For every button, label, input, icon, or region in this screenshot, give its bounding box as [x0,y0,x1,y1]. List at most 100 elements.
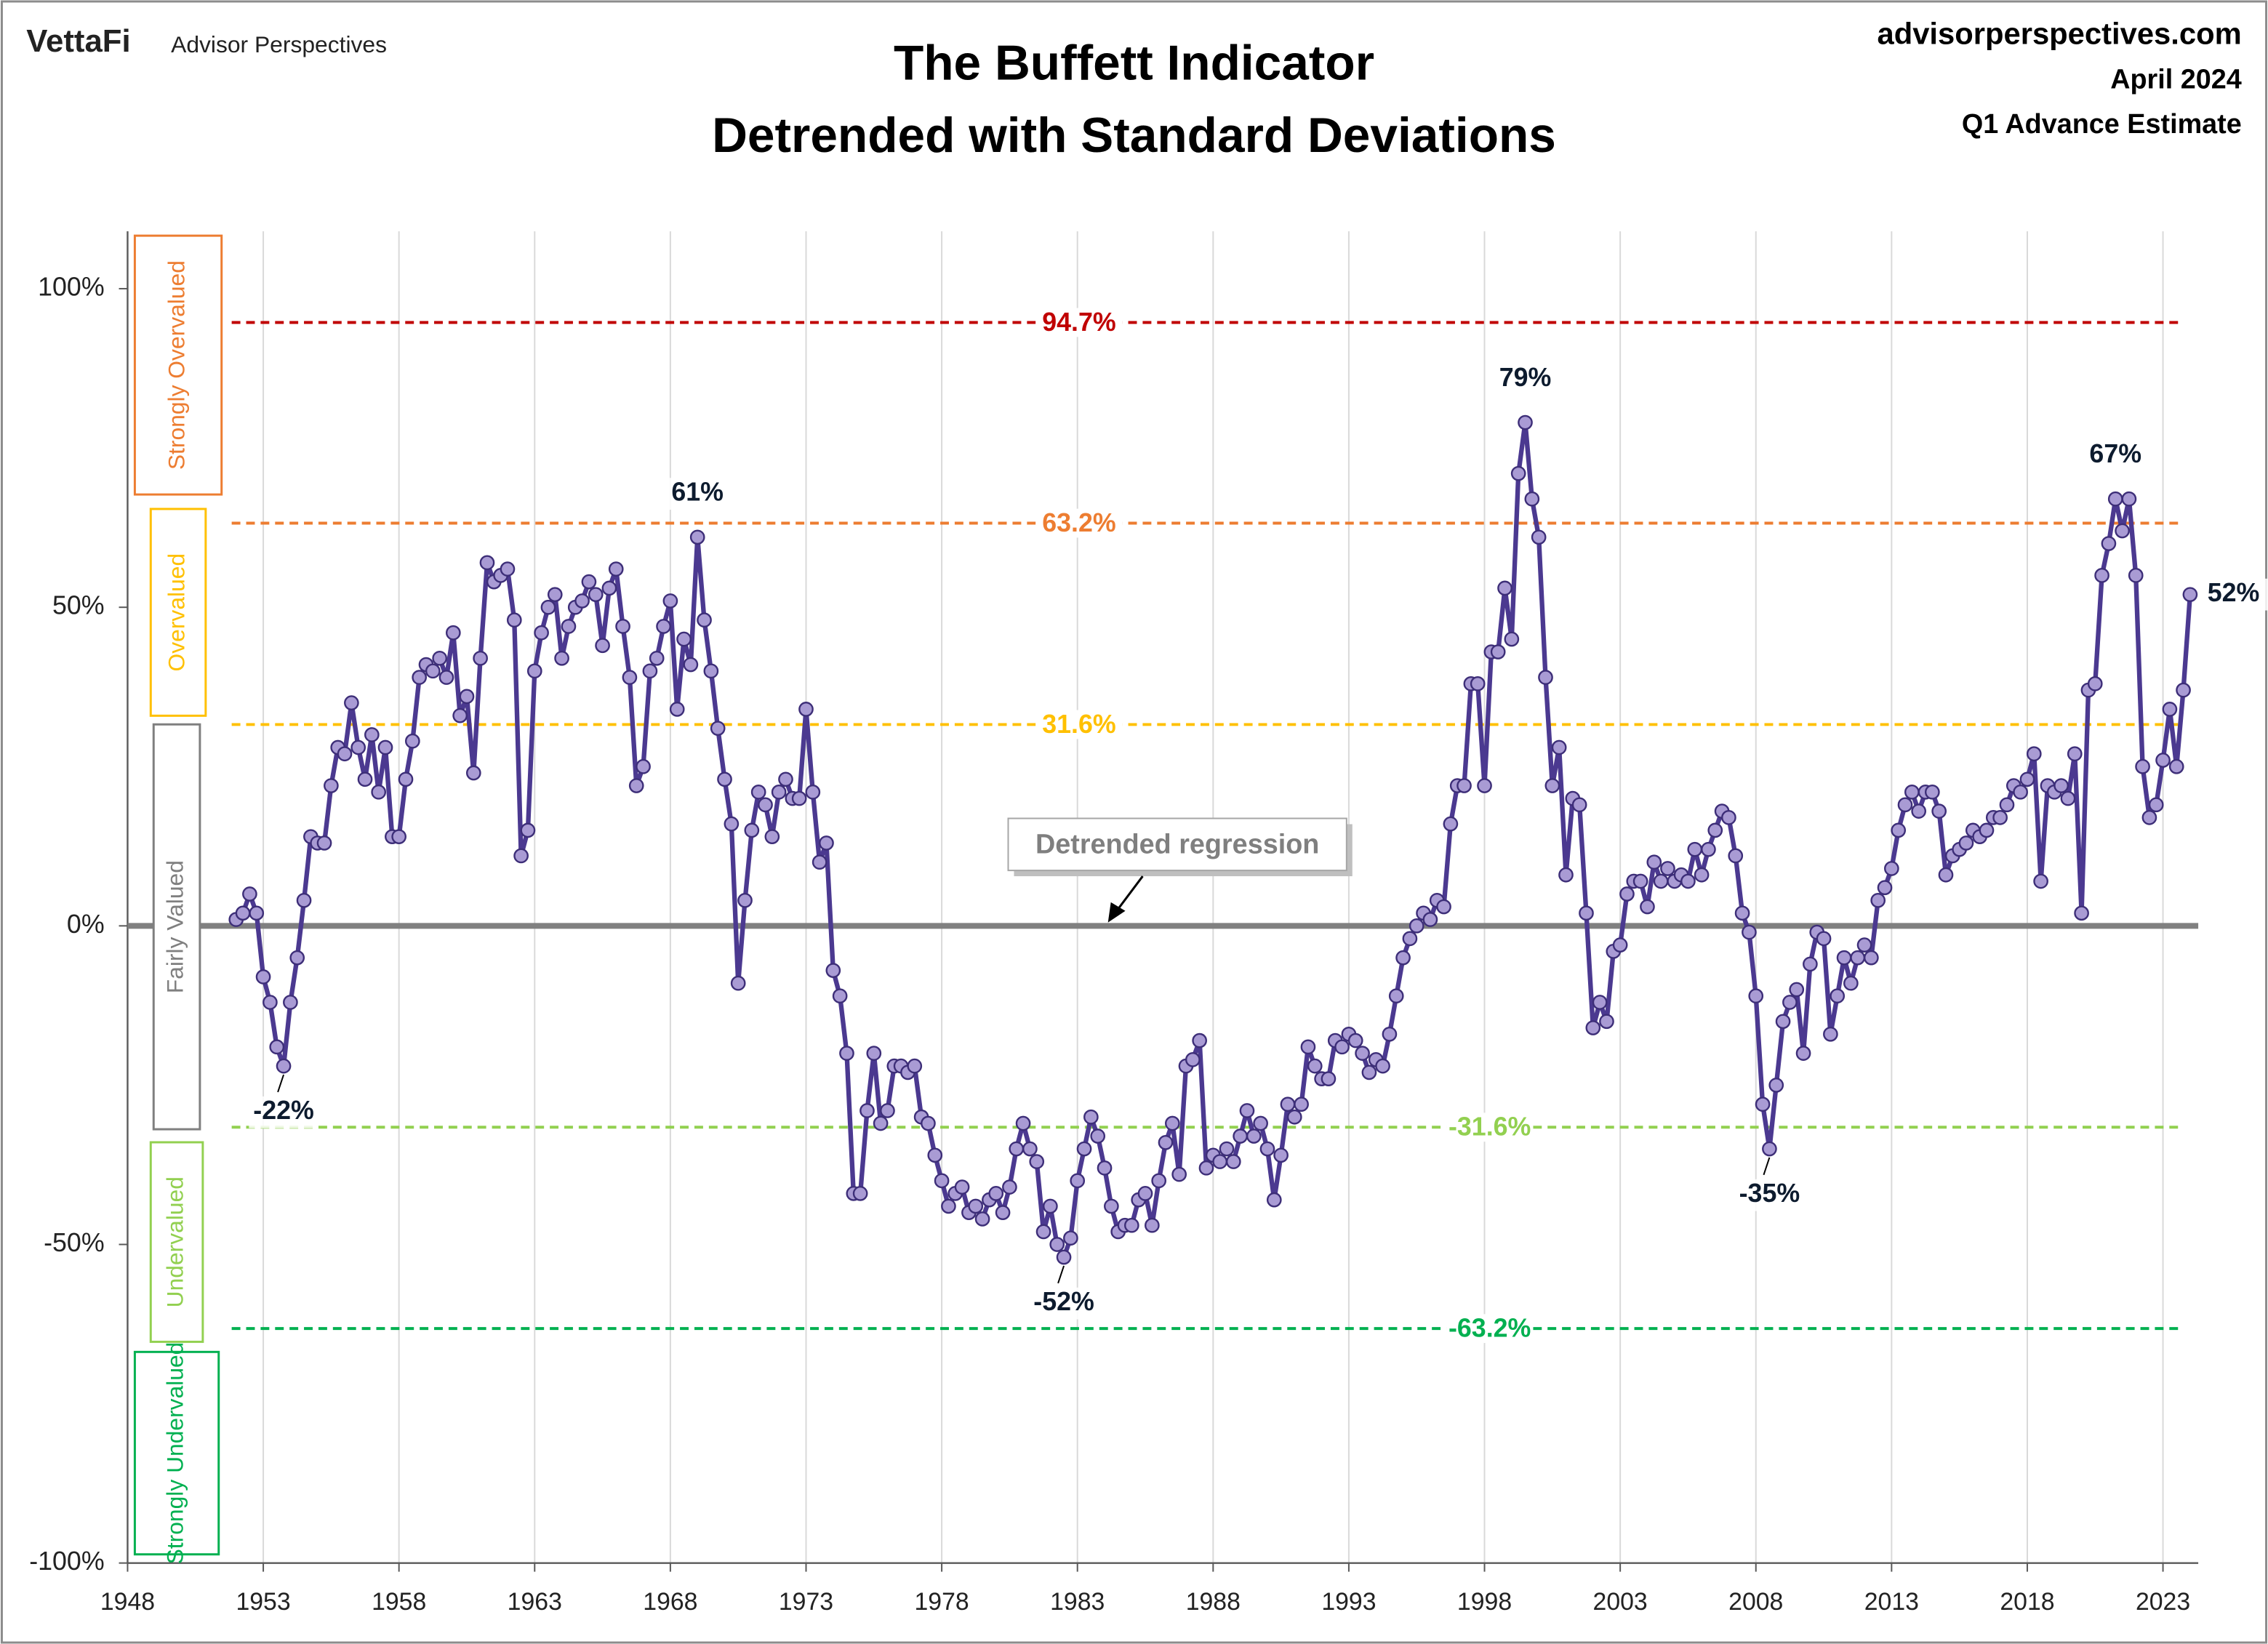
data-point [412,670,428,685]
data-point [1029,1154,1045,1169]
data-point [235,905,251,921]
reference-label-bg [1035,308,1123,337]
data-point [255,969,271,985]
data-point [1680,873,1696,889]
data-point [907,1058,923,1074]
data-point [540,599,556,615]
data-point [669,702,685,717]
data-point [1388,988,1404,1004]
reference-label: 63.2% [1042,508,1115,537]
data-point [1382,1026,1398,1042]
data-point [866,1046,882,1061]
data-point [344,695,359,710]
data-point [1334,1039,1350,1055]
zone-label: Strongly Undervalued [161,1342,188,1565]
data-point [1612,937,1628,953]
reference-label: -63.2% [1448,1314,1531,1343]
annotation: 52% [2208,578,2260,607]
data-point [683,657,699,673]
x-tick-label: 1978 [915,1588,969,1616]
x-tick-label: 2013 [1864,1588,1919,1616]
data-point [1524,491,1540,507]
data-point [506,612,522,628]
data-point [1632,873,1648,889]
data-point [1850,950,1866,966]
data-point [730,975,746,991]
data-point [324,778,339,793]
data-point [1721,810,1736,825]
data-point [750,784,766,800]
reference-label-bg [1446,1314,1534,1344]
data-point [2067,746,2083,762]
callout-box [1007,817,1347,872]
data-point [1185,1052,1201,1067]
data-point [1246,1128,1262,1144]
date: April 2024 [2110,64,2242,95]
data-point [1497,580,1512,596]
data-point [1992,810,2008,825]
x-tick-label: 2023 [2136,1588,2190,1616]
zone-box [149,508,207,717]
data-point [1002,1179,1017,1195]
data-point [1070,1173,1086,1189]
data-point [1571,797,1587,813]
data-point [1402,931,1418,947]
data-point [859,1103,875,1118]
data-point [1728,848,1744,864]
data-point [1470,676,1486,691]
data-point [697,612,712,628]
data-point [778,771,793,787]
data-point [2115,523,2130,539]
data-point [1768,1078,1784,1093]
data-point [581,574,597,590]
data-point [2128,568,2144,583]
data-point [2087,676,2103,691]
data-point [2033,873,2048,889]
data-point [1897,797,1913,813]
annotation: 67% [2089,439,2141,468]
reference-label: -31.6% [1448,1112,1531,1142]
data-point [717,771,732,787]
data-point [1266,1192,1282,1208]
data-point [1436,899,1451,915]
data-point [662,593,678,609]
data-point [1782,995,1798,1010]
data-point [880,1103,895,1118]
annotation-bg [2080,439,2150,472]
data-point [1938,867,1954,883]
data-point [479,555,495,571]
data-point [526,663,542,679]
data-point [1518,414,1533,430]
y-tick-label: -100% [29,1547,104,1576]
data-point [1734,905,1750,921]
data-point [601,580,617,596]
data-point [276,1058,292,1074]
data-point [921,1115,936,1131]
y-tick-label: 100% [38,272,105,301]
data-point [974,1211,990,1227]
data-point [710,721,726,737]
reference-label-bg [1035,710,1123,739]
data-point [1355,1046,1370,1061]
data-point [1687,841,1703,857]
data-point [1762,1141,1777,1157]
data-point [1164,1115,1180,1131]
data-point [1015,1115,1031,1131]
data-point [1076,1141,1092,1157]
data-point [988,1186,1004,1201]
data-point [798,702,814,717]
data-point [1104,1198,1119,1214]
data-point [1510,465,1526,481]
data-point [337,746,353,762]
data-point [1544,778,1560,793]
data-point [642,663,658,679]
note: Q1 Advance Estimate [1962,109,2242,140]
data-point [1958,835,1974,851]
data-point [1599,1014,1614,1030]
data-point [2135,758,2150,774]
data-point [289,950,305,966]
data-point [432,650,447,666]
data-point [1701,841,1716,857]
data-point [1097,1160,1113,1176]
data-point [2121,491,2137,507]
